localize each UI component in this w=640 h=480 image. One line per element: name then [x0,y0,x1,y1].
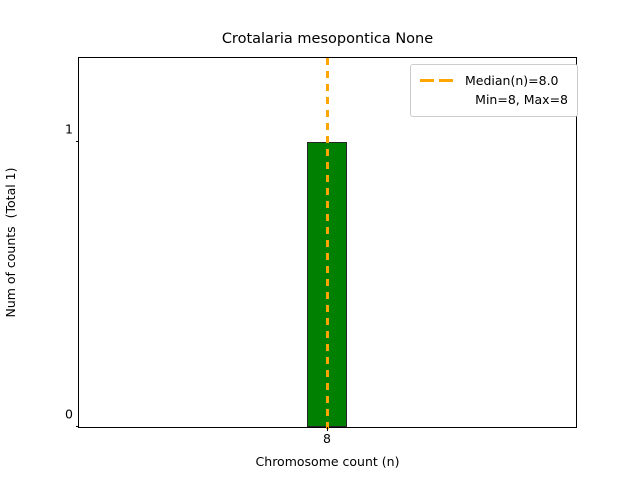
ytick-label-1: 1 [65,121,73,137]
legend: Median(n)=8.0 Min=8, Max=8 [410,64,578,117]
median-line [326,58,329,429]
xtick-mark-8 [327,427,329,431]
legend-entry-median: Median(n)=8.0 [419,71,569,90]
legend-entry-minmax: Min=8, Max=8 [419,90,569,109]
legend-label-minmax: Min=8, Max=8 [475,92,568,107]
x-axis-label: Chromosome count (n) [255,454,400,469]
y-axis-label: Num of counts (Total 1) [3,167,18,318]
dashed-line-icon [419,71,457,90]
ytick-mark-1 [75,140,79,142]
ytick-mark-0 [75,425,79,427]
ytick-label-0: 0 [65,406,73,422]
legend-label-median: Median(n)=8.0 [465,73,559,88]
chart-title: Crotalaria mesopontica None [221,31,434,47]
xtick-label-8: 8 [323,431,331,446]
plot-area: 0 1 8 [65,57,577,446]
